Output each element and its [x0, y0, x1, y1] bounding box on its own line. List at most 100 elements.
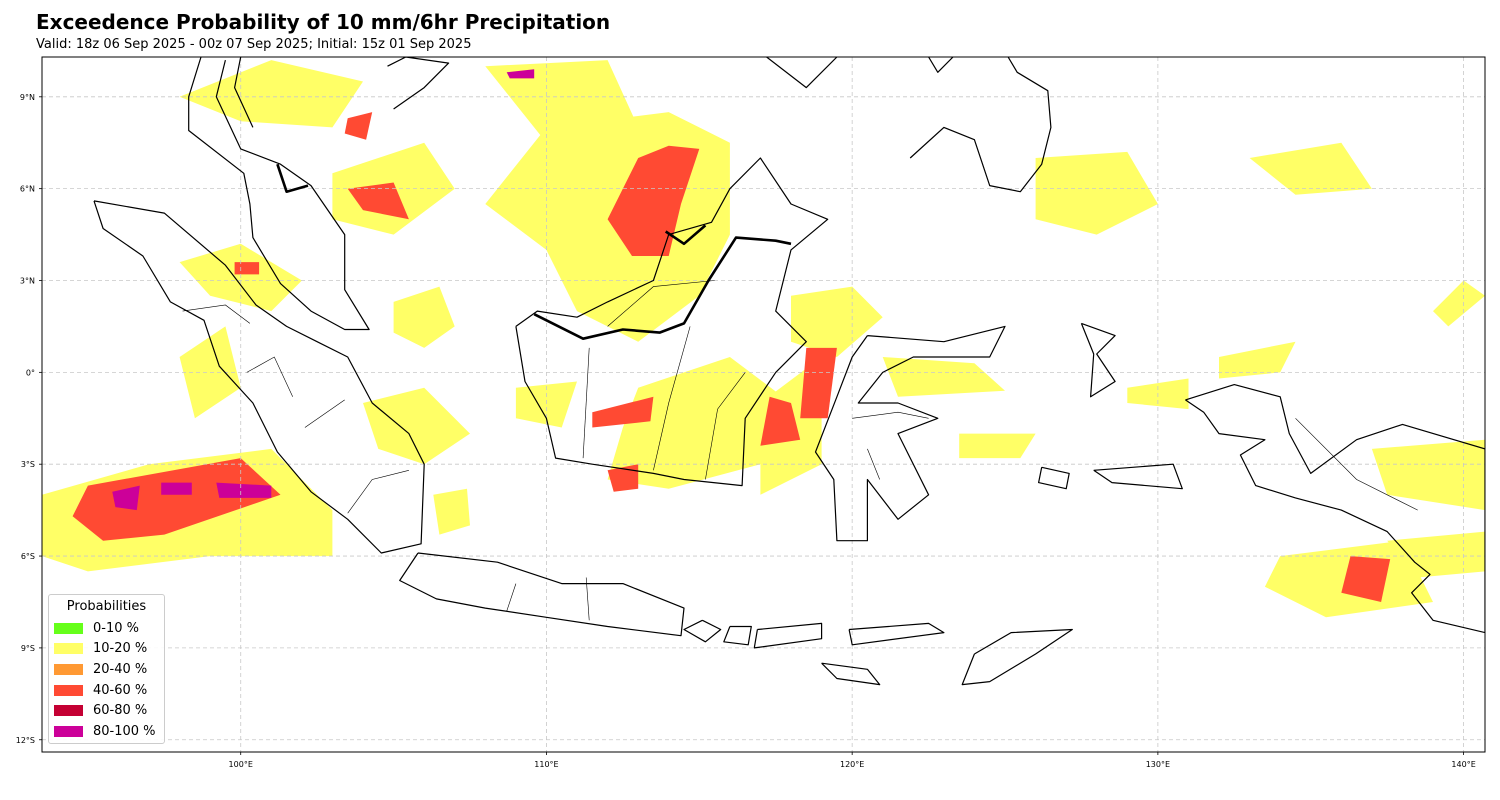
coastline: [723, 625, 752, 646]
precip-region: [882, 357, 1005, 397]
precip-region: [72, 458, 281, 541]
legend-swatch: [54, 643, 83, 655]
precip-region: [607, 145, 700, 256]
precip-region: [592, 396, 654, 428]
lon-tick-label: 110°E: [534, 760, 558, 769]
coastline: [1093, 463, 1183, 490]
legend-item: 40-60 %: [49, 680, 164, 701]
country-boundary: [276, 163, 309, 193]
lat-tick-label: 6°N: [20, 185, 35, 194]
legend-item: 60-80 %: [49, 700, 164, 721]
precip-region: [506, 69, 535, 79]
country-boundary: [533, 236, 792, 341]
coastline: [515, 157, 829, 487]
province-boundary: [182, 304, 251, 324]
legend-label: 80-100 %: [93, 723, 156, 739]
legend-swatch: [54, 622, 83, 634]
lat-tick-label: 9°S: [21, 644, 35, 653]
lon-tick-label: 120°E: [840, 760, 864, 769]
lat-tick-label: 0°: [26, 368, 35, 377]
precip-region: [607, 464, 639, 492]
coastline: [1185, 384, 1485, 634]
map-title: Exceedence Probability of 10 mm/6hr Prec…: [36, 10, 611, 34]
gridlines: [42, 57, 1485, 752]
province-boundary: [1295, 418, 1418, 511]
coastline: [753, 622, 823, 649]
precip-region: [760, 396, 801, 446]
precip-region: [234, 262, 260, 275]
precip-region: [161, 482, 192, 495]
coastline: [821, 662, 881, 686]
precip-region: [607, 357, 791, 489]
precip-region: [1371, 439, 1485, 511]
precip-region: [363, 387, 470, 465]
precip-region: [347, 182, 409, 220]
precip-region: [791, 286, 883, 357]
province-boundary: [607, 280, 715, 327]
province-boundary: [506, 583, 517, 612]
legend-swatch: [54, 663, 83, 675]
province-boundary: [582, 347, 590, 459]
province-boundary: [705, 372, 746, 480]
coastline: [188, 57, 370, 331]
precip-region: [1219, 341, 1296, 379]
precip-region: [216, 482, 272, 498]
legend-item: 10-20 %: [49, 639, 164, 660]
legend-swatch: [54, 725, 83, 737]
legend-item: 0-10 %: [49, 618, 164, 639]
coastline: [93, 200, 425, 554]
legend-item: 80-100 %: [49, 721, 164, 742]
lat-tick-label: 12°S: [16, 736, 35, 745]
legend-swatch: [54, 705, 83, 717]
province-boundary: [585, 577, 590, 621]
province-boundary: [852, 411, 929, 419]
legend-item: 20-40 %: [49, 659, 164, 680]
coastline: [961, 628, 1073, 686]
province-boundary: [304, 399, 345, 428]
coastline: [814, 325, 1006, 542]
precip-region: [1433, 280, 1485, 327]
legend-label: 40-60 %: [93, 682, 148, 698]
legend-label: 60-80 %: [93, 703, 148, 719]
legend-label: 10-20 %: [93, 641, 148, 657]
precip-region: [1035, 151, 1158, 235]
coastline: [928, 57, 954, 73]
precip-region: [112, 485, 140, 511]
precip-region: [1341, 556, 1391, 602]
coastline: [399, 552, 685, 637]
coastline: [683, 619, 722, 643]
coastline: [848, 622, 945, 646]
lon-tick-label: 130°E: [1146, 760, 1170, 769]
precip-region: [1387, 531, 1485, 578]
lat-tick-label: 9°N: [20, 93, 35, 102]
precip-region: [344, 112, 373, 140]
precip-region: [959, 433, 1036, 459]
legend-swatch: [54, 684, 83, 696]
lon-tick-label: 140°E: [1451, 760, 1475, 769]
lat-tick-label: 3°S: [21, 460, 35, 469]
coastline: [1037, 466, 1070, 490]
province-boundary: [653, 326, 691, 471]
coastline: [387, 57, 450, 110]
legend: Probabilities 0-10 % 10-20 % 20-40 % 40-60 …: [48, 594, 165, 744]
precip-region: [800, 347, 837, 419]
legend-label: 20-40 %: [93, 661, 148, 677]
coastline: [234, 57, 254, 128]
coastline: [766, 57, 838, 89]
province-boundary: [347, 470, 409, 514]
lat-tick-label: 6°S: [21, 552, 35, 561]
precip-region: [433, 488, 470, 535]
precip-region: [393, 286, 455, 348]
legend-label: 0-10 %: [93, 620, 139, 636]
precip-region: [179, 60, 363, 128]
map-subtitle: Valid: 18z 06 Sep 2025 - 00z 07 Sep 2025…: [36, 37, 472, 52]
coastline: [909, 57, 1052, 193]
province-boundary: [867, 448, 880, 480]
map-frame: [41, 56, 1486, 753]
country-boundary: [664, 224, 707, 246]
legend-title: Probabilities: [66, 599, 147, 614]
coastline: [1080, 322, 1116, 398]
province-boundary: [246, 356, 293, 397]
lat-tick-label: 3°N: [20, 277, 35, 286]
